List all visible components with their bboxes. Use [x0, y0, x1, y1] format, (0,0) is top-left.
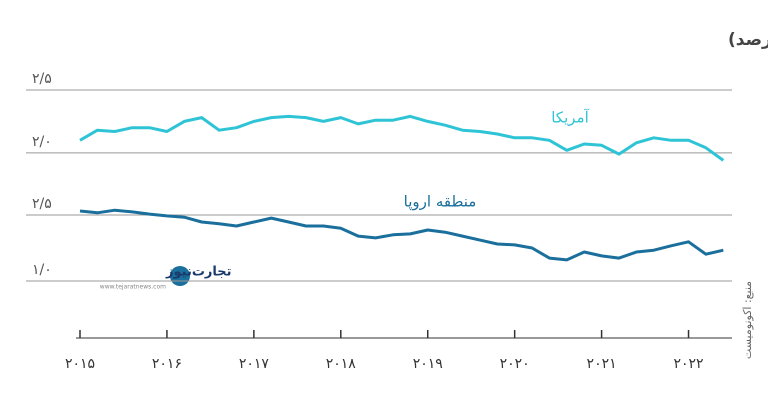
logo-site: www.tejaratnews.com: [100, 284, 166, 291]
x-tick-label: ۲۰۱۸: [326, 356, 357, 372]
x-tick-label: ۲۰۱۹: [413, 356, 443, 372]
y-tick-label: ۱/۰: [32, 262, 52, 278]
line: [79, 114, 725, 162]
series-label: منطقه اروپا: [404, 193, 477, 212]
logo-text: تجارت‌نیوز: [165, 265, 232, 280]
x-tick-label: ۲۰۱۷: [239, 356, 270, 372]
y-tick-label: ۲/۰: [32, 134, 52, 150]
series-label: آمریکا: [551, 109, 589, 127]
y-tick-label: ۲/۵: [32, 71, 52, 87]
x-tick-label: ۲۰۱۶: [152, 356, 182, 372]
x-tick-label: ۲۰۲۰: [500, 356, 530, 372]
watermark: تجارت‌نیوز www.tejaratnews.com: [100, 265, 232, 291]
x-tick-label: ۲۰۲۱: [587, 356, 617, 372]
chart-title: نرخ بهره شناور وابسته به تورم (درصد): [728, 30, 768, 50]
source: منبع: اکونومیست: [741, 281, 754, 359]
x-tick-label: ۲۰۱۵: [65, 356, 95, 372]
line: [79, 208, 724, 262]
y-tick-label: ۲/۵: [32, 196, 52, 212]
x-tick-label: ۲۰۲۲: [673, 356, 703, 372]
